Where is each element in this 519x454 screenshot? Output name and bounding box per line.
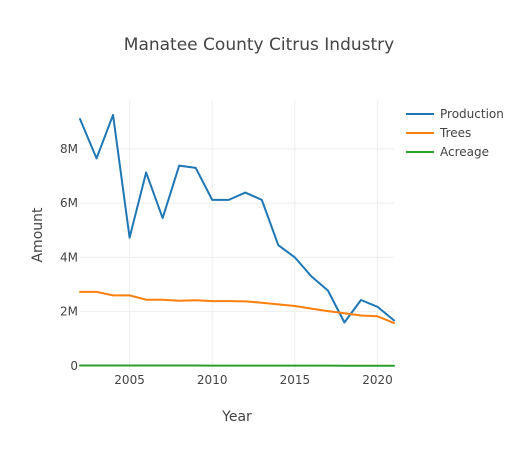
legend[interactable]: Production Trees Acreage: [406, 107, 504, 159]
chart-title: Manatee County Citrus Industry: [124, 35, 394, 55]
grid: [80, 100, 394, 370]
series-lines: [80, 115, 394, 366]
y-tick-label: 0: [70, 359, 78, 373]
x-tick-label: 2015: [280, 373, 311, 387]
series-line-production: [80, 115, 394, 323]
legend-item-production[interactable]: Production: [406, 107, 504, 121]
legend-label: Acreage: [440, 145, 489, 159]
y-tick-label: 2M: [60, 305, 78, 319]
x-axis-ticks: 2005 2010 2015 2020: [114, 373, 392, 387]
legend-item-acreage[interactable]: Acreage: [406, 145, 489, 159]
legend-item-trees[interactable]: Trees: [406, 126, 471, 140]
legend-label: Production: [440, 107, 504, 121]
legend-label: Trees: [439, 126, 471, 140]
y-tick-label: 6M: [60, 196, 78, 210]
y-tick-label: 4M: [60, 250, 78, 264]
x-tick-label: 2005: [114, 373, 145, 387]
x-axis-title: Year: [221, 409, 252, 425]
y-tick-label: 8M: [60, 142, 78, 156]
x-tick-label: 2010: [197, 373, 228, 387]
x-tick-label: 2020: [362, 373, 393, 387]
y-axis-ticks: 0 2M 4M 6M 8M: [60, 142, 78, 373]
y-axis-title: Amount: [30, 207, 46, 263]
